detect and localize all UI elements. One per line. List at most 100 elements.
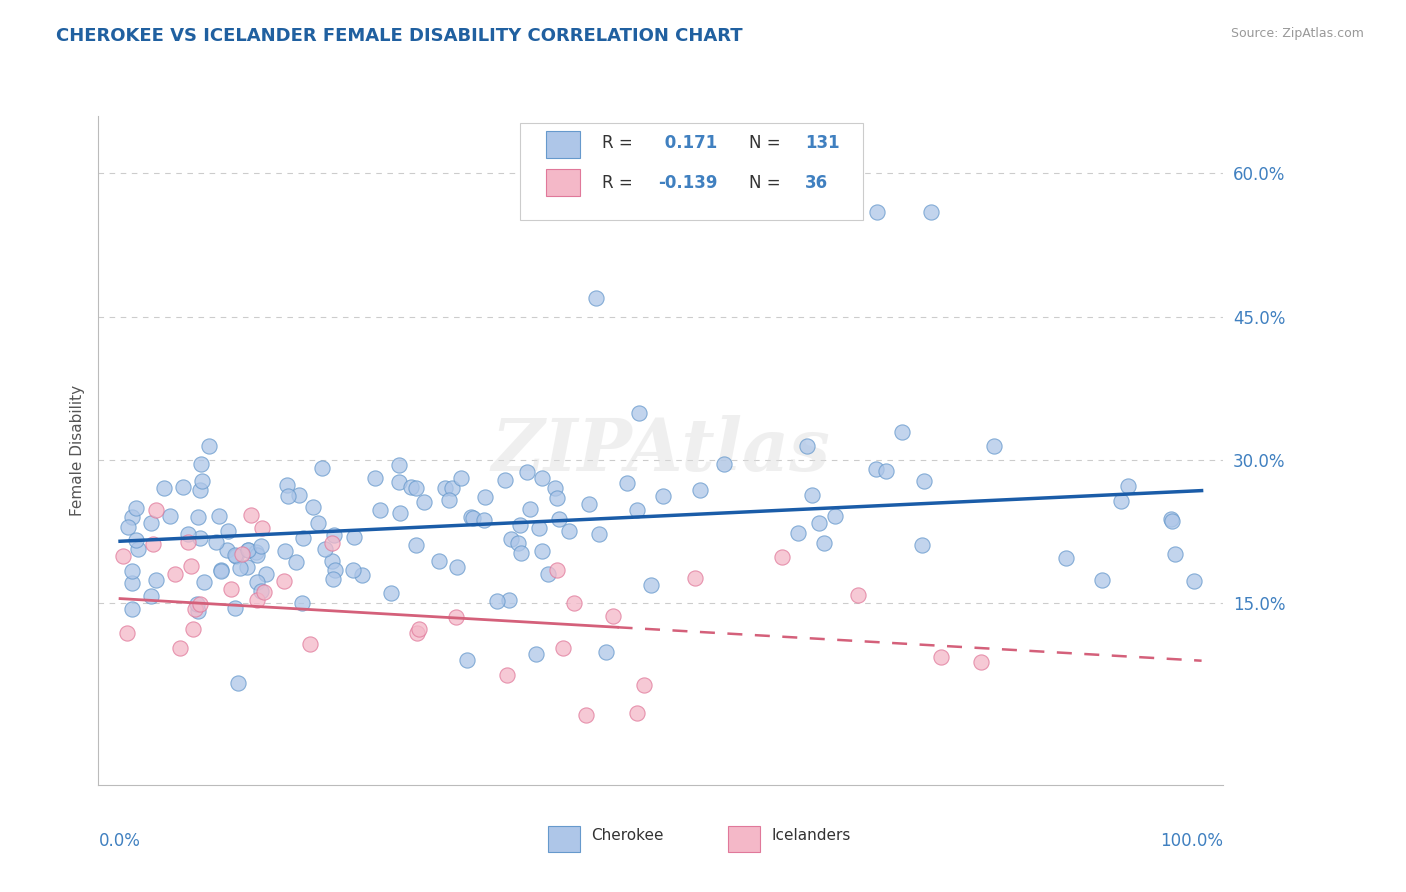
FancyBboxPatch shape (520, 123, 863, 219)
Text: 100.0%: 100.0% (1160, 831, 1223, 850)
Point (588, 527, 610, 541)
Point (231, 547, 253, 561)
Point (865, 462, 887, 476)
Point (1182, 574, 1205, 588)
Point (288, 488, 311, 502)
Point (298, 636, 321, 650)
Point (352, 568, 374, 582)
Text: Cherokee: Cherokee (591, 828, 664, 843)
Point (537, 567, 560, 582)
Point (204, 535, 226, 549)
Point (217, 543, 239, 558)
Point (145, 573, 167, 587)
Point (370, 502, 392, 516)
Point (249, 584, 271, 599)
Point (427, 554, 450, 568)
Text: Source: ZipAtlas.com: Source: ZipAtlas.com (1230, 27, 1364, 40)
Text: 0.171: 0.171 (658, 134, 717, 152)
Point (508, 536, 530, 550)
Point (197, 439, 219, 453)
Point (139, 516, 162, 530)
Text: CHEROKEE VS ICELANDER FEMALE DISABILITY CORRELATION CHART: CHEROKEE VS ICELANDER FEMALE DISABILITY … (56, 27, 742, 45)
Point (291, 531, 314, 545)
Point (813, 536, 835, 550)
Point (683, 571, 706, 585)
Point (1091, 574, 1114, 588)
Point (912, 474, 935, 488)
Point (224, 601, 246, 615)
Point (983, 439, 1005, 453)
Point (276, 478, 298, 492)
Point (796, 439, 818, 453)
Point (846, 588, 869, 602)
Point (408, 622, 430, 636)
Point (474, 490, 496, 504)
Point (628, 406, 651, 420)
Text: R =: R = (602, 134, 633, 152)
Point (866, 204, 889, 219)
Point (145, 503, 167, 517)
Point (1160, 512, 1182, 526)
Point (209, 564, 232, 578)
Text: 0.0%: 0.0% (98, 831, 141, 850)
FancyBboxPatch shape (728, 826, 759, 852)
Point (277, 489, 299, 503)
Point (389, 506, 412, 520)
Point (564, 596, 586, 610)
Point (307, 516, 329, 530)
Point (689, 483, 711, 498)
Point (246, 592, 269, 607)
Point (929, 649, 952, 664)
Point (585, 291, 607, 305)
Point (224, 548, 246, 562)
Point (412, 495, 434, 509)
Point (770, 550, 793, 565)
Point (890, 425, 912, 439)
Point (546, 491, 568, 505)
Point (172, 480, 194, 494)
Point (121, 564, 143, 578)
Point (291, 596, 314, 610)
Point (387, 475, 409, 489)
Point (111, 549, 134, 563)
Text: R =: R = (602, 174, 633, 192)
Point (177, 526, 200, 541)
Point (321, 553, 343, 567)
Point (142, 537, 165, 551)
Point (163, 566, 186, 581)
Text: ZIPAtlas: ZIPAtlas (492, 415, 830, 486)
Point (169, 641, 191, 656)
Point (117, 626, 139, 640)
Point (970, 655, 993, 669)
Point (875, 464, 897, 478)
Point (229, 561, 252, 575)
Point (236, 543, 259, 558)
Point (314, 542, 336, 557)
Text: 131: 131 (804, 134, 839, 152)
Point (323, 563, 346, 577)
Point (510, 546, 533, 560)
Point (127, 541, 149, 556)
Point (405, 481, 427, 495)
Point (245, 545, 267, 559)
Point (494, 473, 516, 487)
Point (485, 594, 508, 608)
Point (121, 602, 143, 616)
Y-axis label: Female Disability: Female Disability (69, 384, 84, 516)
Point (461, 511, 484, 525)
Point (557, 524, 579, 539)
Point (626, 502, 648, 516)
Point (186, 597, 208, 611)
Point (342, 563, 364, 577)
Point (273, 574, 295, 588)
Point (190, 474, 212, 488)
Point (446, 560, 468, 574)
Point (364, 471, 387, 485)
Point (187, 604, 209, 618)
Point (245, 548, 267, 562)
Point (253, 585, 276, 599)
Point (153, 481, 176, 495)
Point (499, 533, 522, 547)
Point (801, 488, 824, 502)
Point (302, 500, 325, 514)
